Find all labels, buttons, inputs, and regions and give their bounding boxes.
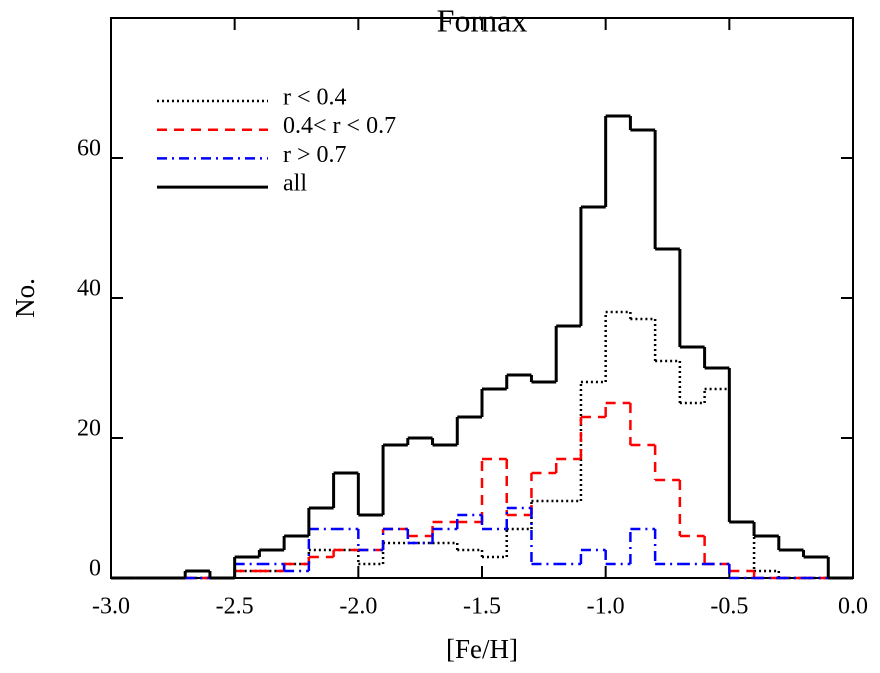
legend-label: r > 0.7	[283, 142, 347, 168]
legend-label: 0.4< r < 0.7	[283, 113, 396, 139]
y-tick-label: 60	[77, 136, 101, 162]
x-tick-label: -0.5	[710, 594, 748, 620]
y-tick-label: 0	[89, 556, 101, 582]
x-tick-label: 0.0	[838, 594, 868, 620]
x-tick-label: -2.5	[216, 594, 254, 620]
y-axis-label: No.	[10, 278, 40, 318]
y-tick-label: 20	[77, 416, 101, 442]
x-tick-label: -2.0	[339, 594, 377, 620]
x-tick-label: -1.5	[463, 594, 501, 620]
legend-label: r < 0.4	[283, 85, 347, 111]
x-tick-label: -1.0	[587, 594, 625, 620]
x-axis-label: [Fe/H]	[446, 634, 518, 664]
legend-label: all	[283, 171, 307, 197]
y-tick-label: 40	[77, 276, 101, 302]
x-tick-label: -3.0	[92, 594, 130, 620]
